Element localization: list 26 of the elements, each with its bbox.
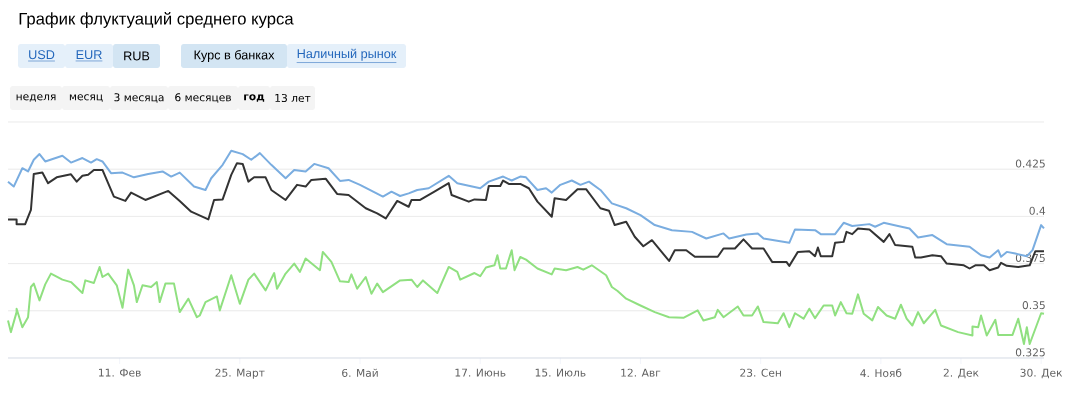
x-tick-label: 4. Нояб [860,368,902,378]
text: 3 месяца [114,93,164,103]
y-tick-label: 0.35 [1022,301,1045,310]
text: месяц [69,94,103,102]
x-tick-label: 17. Июнь [455,368,506,377]
text: год [244,94,265,102]
y-tick-label: 0.425 [1015,159,1045,168]
x-tick-label: 15. Июль [535,368,586,377]
y-tick-label: 0.4 [1029,206,1046,215]
x-tick-label: 11. Фев [99,368,141,377]
x-tick-label: 30. Дек [1020,368,1063,379]
text: неделя [16,94,56,102]
chart-title: График флуктуаций среднего курса [19,12,294,28]
text: 13 лет [275,93,311,103]
text: Курс в банках [194,50,275,62]
x-tick-label: 12. Авг [621,368,661,377]
text: USD [29,50,55,60]
text: EUR [76,50,102,60]
x-tick-label: 2. Дек [943,368,979,379]
text: Наличный рынок [297,48,397,61]
y-tick-label: 0.325 [1015,348,1045,357]
text: RUB [124,51,150,61]
x-tick-label: 23. Сен [740,368,781,377]
text: 6 месяцев [175,93,231,103]
x-tick-label: 6. Май [342,368,378,377]
x-tick-label: 25. Март [215,368,265,379]
